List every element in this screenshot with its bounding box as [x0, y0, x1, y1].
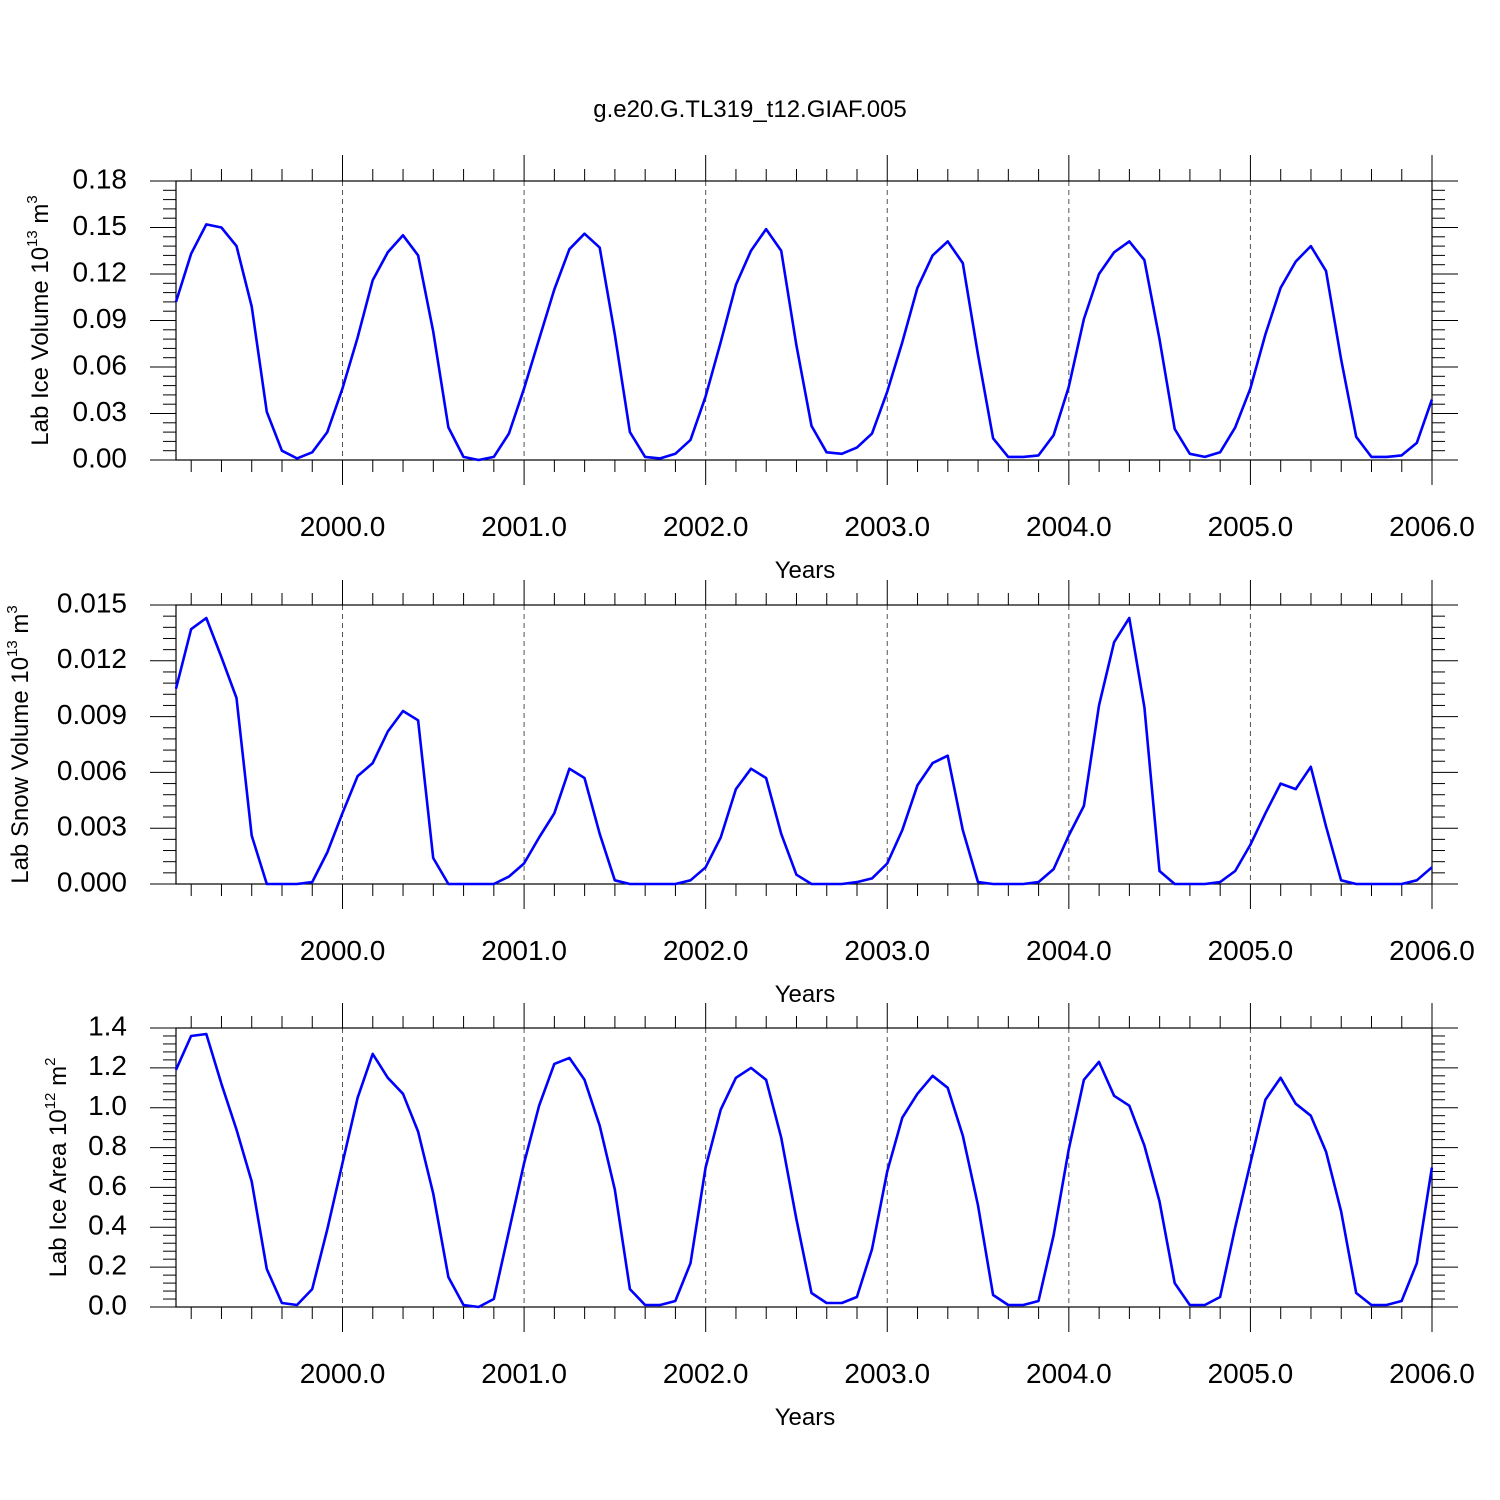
x-tick-label: 2003.0	[844, 935, 930, 966]
y-axis-title: Lab Snow Volume 1013 m3	[4, 605, 34, 884]
y-tick-label: 0.12	[73, 256, 128, 287]
x-axis-title: Years	[775, 557, 836, 584]
plot-frame	[175, 1027, 1433, 1308]
plot-frame	[175, 180, 1433, 461]
y-tick-label: 0.06	[73, 349, 128, 380]
y-tick-label: 1.0	[88, 1090, 127, 1121]
panel-2: 0.000 0.003 0.006 0.009 0.012 0.015 2000.0 2001…	[4, 580, 1475, 1008]
y-tick-label: 0.009	[57, 699, 127, 730]
x-tick-label: 2005.0	[1208, 511, 1294, 542]
x-axis-title: Years	[775, 981, 836, 1008]
y-axis-title: Lab Ice Volume 1013 m3	[24, 195, 54, 446]
x-tick-label: 2004.0	[1026, 1358, 1112, 1389]
x-tick-label: 2005.0	[1208, 1358, 1294, 1389]
y-tick-label: 0.012	[57, 643, 127, 674]
x-tick-label: 2000.0	[300, 511, 386, 542]
y-tick-label: 0.015	[57, 587, 127, 618]
y-tick-label: 0.8	[88, 1130, 127, 1161]
x-tick-label: 2000.0	[300, 1358, 386, 1389]
x-tick-label: 2006.0	[1389, 511, 1475, 542]
x-tick-label: 2006.0	[1389, 1358, 1475, 1389]
y-tick-label: 0.006	[57, 755, 127, 786]
x-tick-label: 2004.0	[1026, 511, 1112, 542]
series-line	[174, 616, 1433, 886]
x-tick-label: 2005.0	[1208, 935, 1294, 966]
y-tick-label: 0.000	[57, 866, 127, 897]
x-tick-label: 2003.0	[844, 511, 930, 542]
y-tick-label: 1.2	[88, 1050, 127, 1081]
x-tick-label: 2001.0	[481, 511, 567, 542]
y-axis-title: Lab Ice Area 1012 m2	[42, 1058, 72, 1278]
y-tick-label: 0.03	[73, 396, 128, 427]
x-tick-label: 2006.0	[1389, 935, 1475, 966]
x-axis-title: Years	[775, 1404, 836, 1431]
plot-frame	[175, 604, 1433, 885]
y-tick-label: 0.6	[88, 1170, 127, 1201]
y-tick-label: 0.003	[57, 811, 127, 842]
y-tick-label: 0.2	[88, 1250, 127, 1281]
x-tick-label: 2001.0	[481, 1358, 567, 1389]
y-tick-label: 1.4	[88, 1010, 127, 1041]
x-tick-label: 2004.0	[1026, 935, 1112, 966]
series-line	[174, 1032, 1434, 1309]
x-tick-label: 2002.0	[663, 1358, 749, 1389]
series-line	[174, 223, 1434, 462]
y-tick-label: 0.09	[73, 303, 128, 334]
y-tick-label: 0.0	[88, 1289, 127, 1320]
x-tick-label: 2002.0	[663, 511, 749, 542]
x-tick-label: 2000.0	[300, 935, 386, 966]
y-tick-label: 0.00	[73, 442, 128, 473]
y-tick-label: 0.15	[73, 210, 128, 241]
y-tick-label: 0.18	[73, 163, 128, 194]
panel-3: 0.0 0.2 0.4 0.6 0.8 1.0 1.2 1.4 2000.0 2001.0 2002…	[42, 1003, 1475, 1431]
panel-1: 0.00 0.03 0.06 0.09 0.12 0.15 0.18 2000.0 2001.0…	[24, 155, 1475, 584]
y-tick-label: 0.4	[88, 1210, 127, 1241]
x-tick-label: 2003.0	[844, 1358, 930, 1389]
chart-title: g.e20.G.TL319_t12.GIAF.005	[593, 96, 907, 123]
x-tick-label: 2002.0	[663, 935, 749, 966]
x-tick-label: 2001.0	[481, 935, 567, 966]
